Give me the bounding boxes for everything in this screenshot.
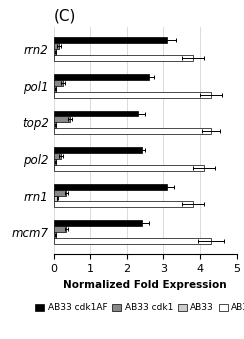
Bar <box>54 111 138 117</box>
Bar <box>54 80 63 86</box>
Bar <box>54 226 66 232</box>
Bar <box>54 159 56 165</box>
Text: (C): (C) <box>54 8 76 23</box>
Legend: AB33 cdk1AF, AB33 cdk1, AB33, AB34: AB33 cdk1AF, AB33 cdk1, AB33, AB34 <box>32 300 244 316</box>
Bar <box>54 122 56 128</box>
Bar <box>54 184 167 190</box>
X-axis label: Normalized Fold Expression: Normalized Fold Expression <box>63 280 227 290</box>
Bar <box>54 117 70 122</box>
Bar <box>54 128 211 134</box>
Bar <box>54 201 193 207</box>
Bar <box>54 232 56 238</box>
Bar <box>54 74 149 80</box>
Bar <box>54 55 193 61</box>
Bar <box>54 43 59 49</box>
Bar <box>54 196 57 201</box>
Bar <box>54 220 142 226</box>
Bar <box>54 238 211 244</box>
Bar <box>54 49 56 55</box>
Bar <box>54 165 204 171</box>
Bar <box>54 37 167 43</box>
Bar <box>54 190 66 196</box>
Bar <box>54 86 56 92</box>
Bar <box>54 92 211 98</box>
Bar <box>54 147 142 153</box>
Bar <box>54 153 61 159</box>
